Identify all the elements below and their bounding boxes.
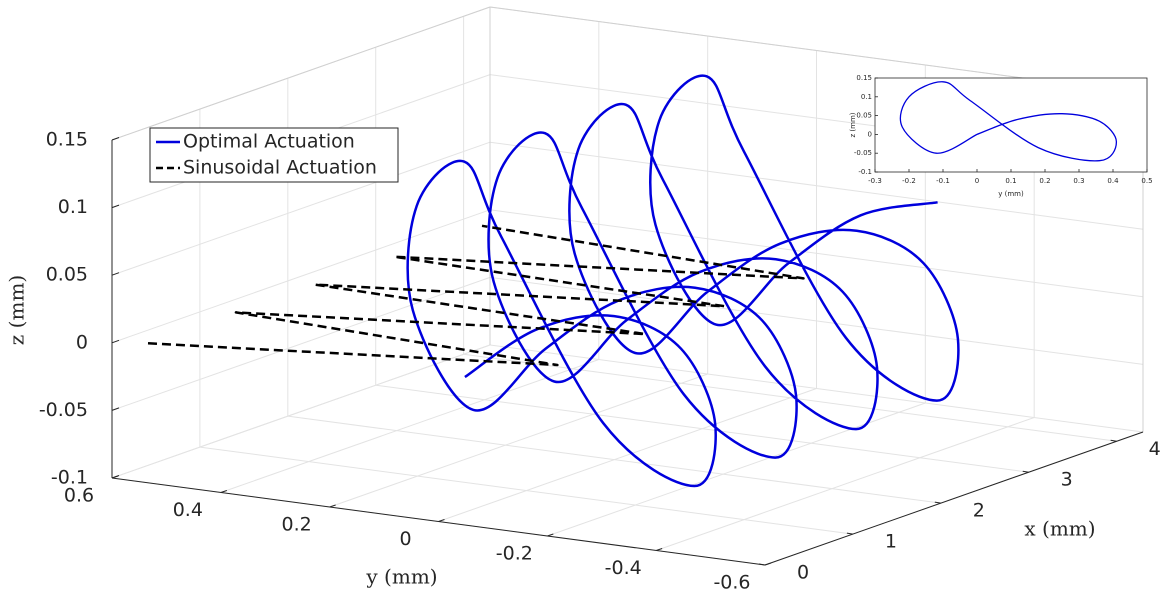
inset-line [899,81,1118,162]
y-tick-label: -0.4 [605,557,642,579]
inset-x-tick-label: 0.2 [1039,177,1050,185]
legend-box [149,127,399,183]
tick-mark [1022,470,1029,473]
tick-mark [846,532,853,535]
y-tick-label: -0.2 [496,543,533,565]
legend-label: Optimal Actuation [183,131,355,153]
inset-y-tick-label: 0.15 [856,74,872,82]
inset-y-tick-label: -0.05 [854,149,872,157]
grid-line [329,373,708,508]
z-tick-label: 0.15 [46,129,88,151]
inset-x-axis-label: y (mm) [998,190,1024,198]
tick-mark [656,548,663,551]
grid-line [111,344,491,479]
tick-mark [111,407,120,411]
legend: Optimal Actuation Sinusoidal Actuation [149,127,399,183]
y-axis-label: y (mm) [365,565,437,589]
y-tick-label: 0.2 [282,514,312,536]
inset-x-tick-label: 0.3 [1073,177,1084,185]
tick-mark [1110,439,1117,442]
inset-y-tick-label: -0.1 [858,168,872,176]
grid-line [287,415,941,504]
tick-mark [220,490,227,493]
grid-line [463,353,1117,442]
tick-mark [111,272,120,276]
grid-line [438,388,817,522]
inset-x-tick-label: -0.3 [868,177,882,185]
tick-mark [111,137,120,141]
inset-x-tick-label: -0.2 [902,177,916,185]
x-tick-label: 1 [885,531,897,553]
z-tick-label: -0.1 [51,467,88,489]
tick-mark [758,563,766,566]
grid-line [111,141,491,276]
x-tick-label: 4 [1149,438,1161,460]
grid-line [111,276,491,411]
tick-mark [111,475,119,479]
inset-y-axis-label: z (mm) [849,112,857,137]
grid-line [111,209,491,344]
grid-line [547,402,926,537]
inset-y-tick-label: 0 [868,130,872,138]
legend-label: Sinusoidal Actuation [183,157,377,179]
grid-line [199,446,853,535]
axis-line [764,431,1144,566]
inset-y-tick-label: 0.05 [856,112,872,120]
y-tick-label: 0 [399,528,411,550]
inset-y-tick-label: 0.1 [861,93,872,101]
y-tick-label: 0.4 [173,499,203,521]
inset-x-tick-label: 0.4 [1107,177,1119,185]
z-axis-label: z (mm) [5,275,29,345]
x-axis-label: x (mm) [1024,517,1095,541]
z-tick-label: 0.1 [58,196,88,218]
x-tick-label: 2 [973,500,985,522]
tick-mark [547,533,554,537]
tick-mark [764,562,772,566]
x-tick-label: 0 [797,562,809,584]
y-tick-label: 0.6 [64,485,94,507]
trajectory-line [147,224,805,367]
tick-mark [438,519,445,522]
box-edge [111,6,491,141]
tick-mark [934,501,941,504]
inset-x-tick-label: 0.5 [1141,177,1152,185]
inset-x-tick-label: -0.1 [936,177,950,185]
grid-line [375,384,1029,473]
grid-line [656,417,1035,551]
x-tick-label: 3 [1061,469,1073,491]
trajectory-line [406,74,960,488]
y-tick-label: -0.6 [713,572,750,593]
z-tick-label: 0 [76,331,88,353]
tick-mark [329,504,336,508]
z-tick-label: 0.05 [46,264,88,286]
tick-mark [111,339,120,344]
inset-x-tick-label: 0.1 [1005,177,1016,185]
z-tick-label: -0.05 [39,399,88,421]
grid-line [220,359,599,493]
inset-background [874,77,1148,173]
tick-mark [111,204,120,209]
inset-x-tick-label: 0 [975,177,979,185]
